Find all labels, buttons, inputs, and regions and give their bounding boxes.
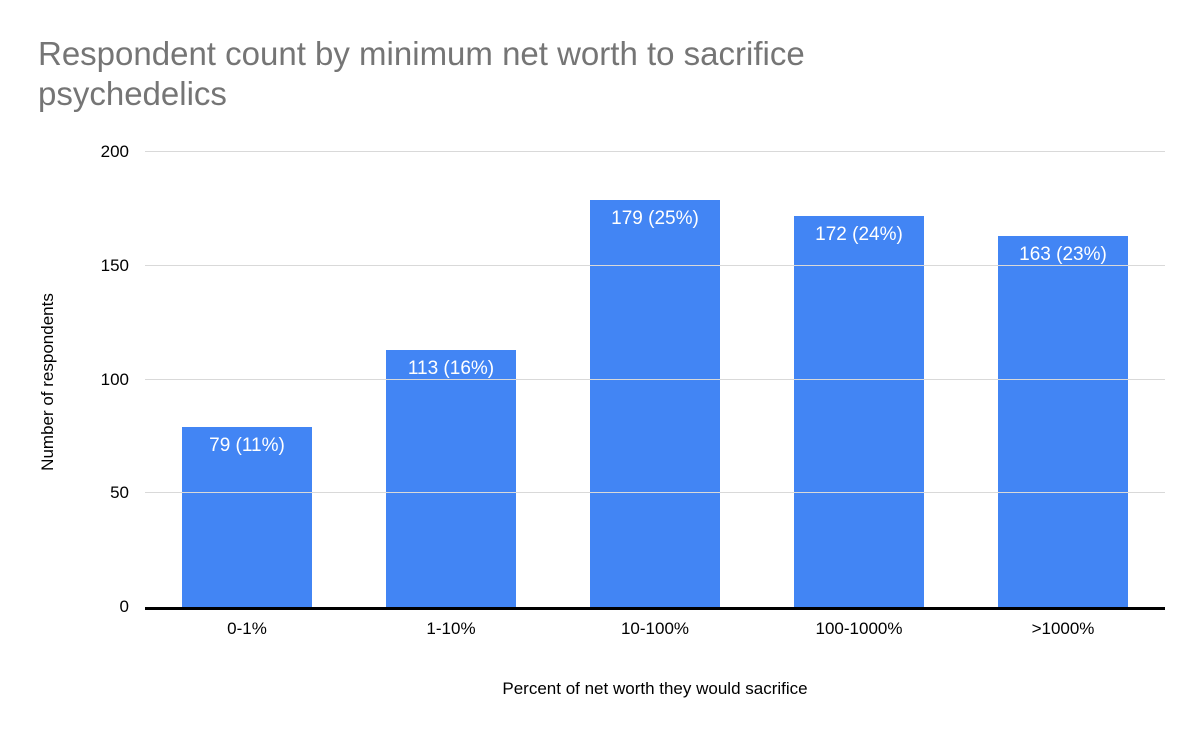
gridline: [145, 492, 1165, 494]
bar: 163 (23%): [997, 236, 1129, 607]
bar-slot: 113 (16%): [349, 152, 553, 607]
bar: 172 (24%): [793, 215, 925, 607]
gridline: [145, 264, 1165, 266]
plot-area: 79 (11%) 113 (16%) 179 (25%) 172 (24%) 163 (…: [101, 142, 1165, 616]
bar-slot: 163 (23%): [961, 152, 1165, 607]
x-axis-title: Percent of net worth they would sacrific…: [502, 679, 808, 698]
bar-value-label: 163 (23%): [1019, 244, 1107, 266]
bar-slot: 172 (24%): [757, 152, 961, 607]
gridline: [145, 378, 1165, 380]
chart-title: Respondent count by minimum net worth to…: [38, 35, 805, 113]
y-tick-label: 0: [119, 597, 129, 616]
bars-container: 79 (11%) 113 (16%) 179 (25%) 172 (24%) 163 (…: [145, 152, 1165, 607]
y-tick-label: 200: [100, 142, 129, 161]
bar: 113 (16%): [385, 349, 517, 607]
bar-value-label: 113 (16%): [407, 357, 495, 379]
bar-value-label: 79 (11%): [209, 435, 285, 457]
bar-value-label: 179 (25%): [611, 207, 699, 229]
y-tick-label: 50: [110, 483, 129, 503]
x-tick-label: 1-10%: [426, 619, 476, 638]
y-tick-label: 150: [100, 255, 129, 275]
bar-slot: 179 (25%): [553, 152, 757, 607]
x-tick-label: >1000%: [1031, 619, 1095, 638]
bar-slot: 79 (11%): [145, 152, 349, 607]
bar: 179 (25%): [589, 199, 721, 607]
y-axis-title: Number of respondents: [38, 293, 57, 471]
x-tick-label: 10-100%: [620, 619, 690, 638]
bar: 79 (11%): [181, 427, 313, 607]
x-tick-label: 0-1%: [227, 619, 267, 638]
gridline: [145, 151, 1165, 152]
x-axis-tick-labels: 0-1% 1-10% 10-100% 100-1000% >1000%: [145, 619, 1165, 639]
x-tick-label: 100-1000%: [815, 619, 903, 638]
bar-value-label: 172 (24%): [815, 223, 903, 245]
y-tick-label: 100: [100, 369, 129, 389]
